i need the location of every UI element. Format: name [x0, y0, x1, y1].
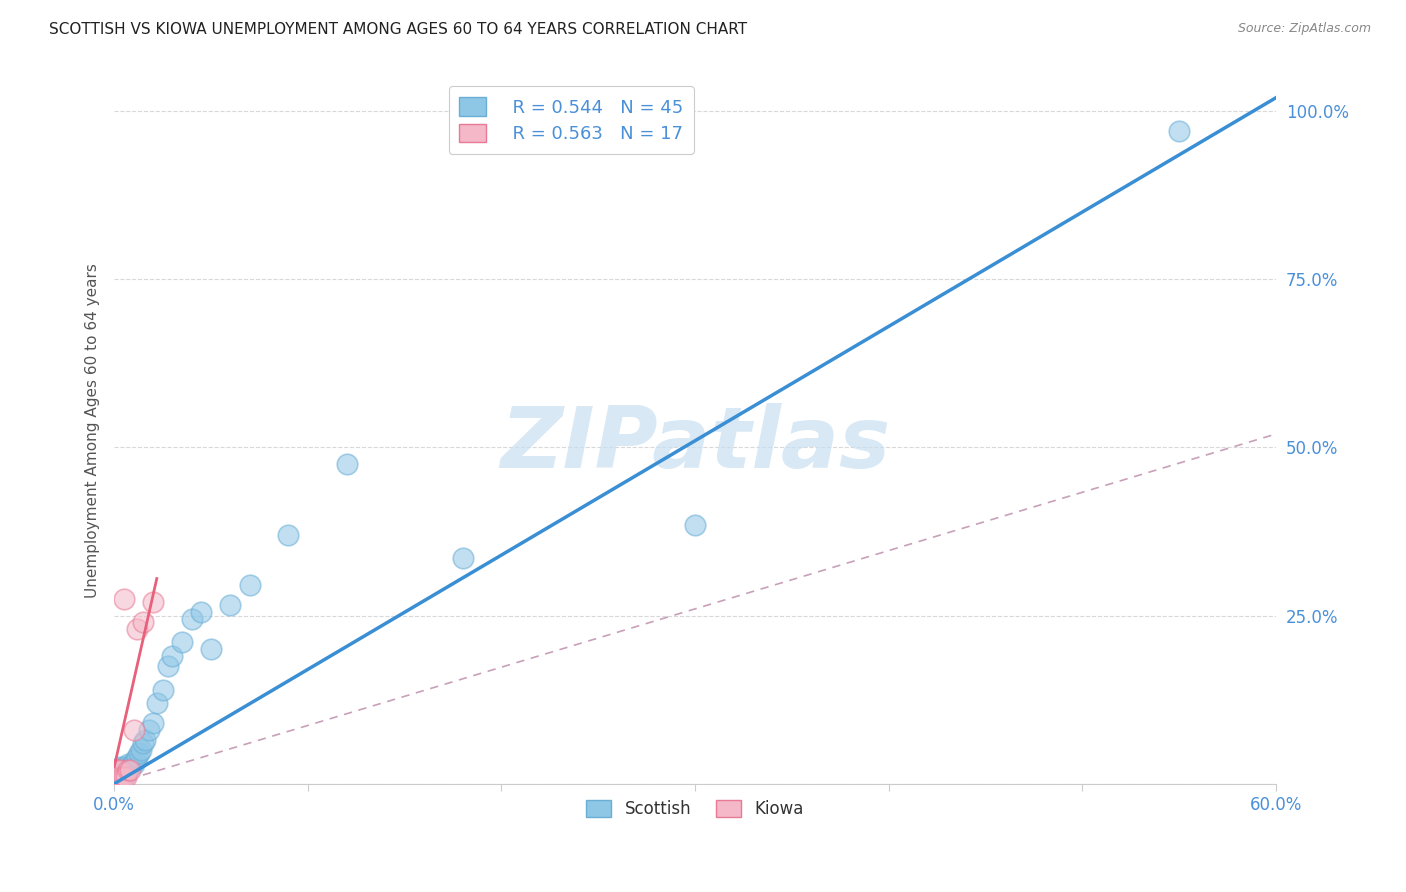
Point	[451, 551, 474, 566]
Text: Source: ZipAtlas.com: Source: ZipAtlas.com	[1237, 22, 1371, 36]
Point	[111, 770, 134, 784]
Text: ZIPatlas: ZIPatlas	[501, 403, 890, 486]
Point	[114, 760, 136, 774]
Point	[180, 612, 202, 626]
Point	[335, 457, 357, 471]
Point	[124, 753, 146, 767]
Point	[114, 770, 136, 784]
Point	[107, 764, 129, 778]
Point	[142, 595, 165, 609]
Point	[108, 764, 131, 778]
Point	[122, 723, 145, 737]
Point	[108, 770, 131, 784]
Point	[105, 766, 128, 780]
Point	[128, 747, 150, 761]
Point	[1168, 124, 1191, 138]
Point	[108, 770, 131, 784]
Point	[108, 760, 131, 774]
Point	[142, 716, 165, 731]
Point	[162, 648, 184, 663]
Point	[111, 764, 134, 778]
Point	[127, 622, 149, 636]
Point	[200, 642, 222, 657]
Point	[112, 770, 135, 784]
Point	[107, 770, 129, 784]
Point	[107, 766, 129, 780]
Point	[129, 743, 152, 757]
Point	[219, 599, 242, 613]
Point	[108, 766, 131, 780]
Point	[107, 764, 129, 778]
Point	[108, 764, 131, 778]
Point	[170, 635, 193, 649]
Point	[112, 766, 135, 780]
Legend: Scottish, Kiowa: Scottish, Kiowa	[579, 793, 811, 825]
Point	[107, 773, 129, 788]
Point	[105, 770, 128, 784]
Point	[117, 764, 139, 778]
Point	[111, 766, 134, 780]
Point	[105, 773, 128, 788]
Point	[239, 578, 262, 592]
Point	[112, 591, 135, 606]
Point	[114, 766, 136, 780]
Point	[146, 696, 169, 710]
Point	[117, 764, 139, 778]
Point	[152, 682, 174, 697]
Point	[132, 615, 155, 630]
Point	[121, 756, 143, 771]
Point	[105, 764, 128, 778]
Point	[132, 736, 155, 750]
Point	[122, 756, 145, 771]
Point	[107, 770, 129, 784]
Point	[277, 528, 299, 542]
Point	[118, 764, 141, 778]
Point	[118, 760, 141, 774]
Point	[683, 517, 706, 532]
Point	[134, 733, 156, 747]
Point	[117, 756, 139, 771]
Point	[138, 723, 160, 737]
Y-axis label: Unemployment Among Ages 60 to 64 years: Unemployment Among Ages 60 to 64 years	[86, 263, 100, 598]
Point	[105, 770, 128, 784]
Point	[127, 749, 149, 764]
Point	[112, 760, 135, 774]
Point	[190, 605, 212, 619]
Text: SCOTTISH VS KIOWA UNEMPLOYMENT AMONG AGES 60 TO 64 YEARS CORRELATION CHART: SCOTTISH VS KIOWA UNEMPLOYMENT AMONG AGE…	[49, 22, 748, 37]
Point	[105, 773, 128, 788]
Point	[157, 659, 180, 673]
